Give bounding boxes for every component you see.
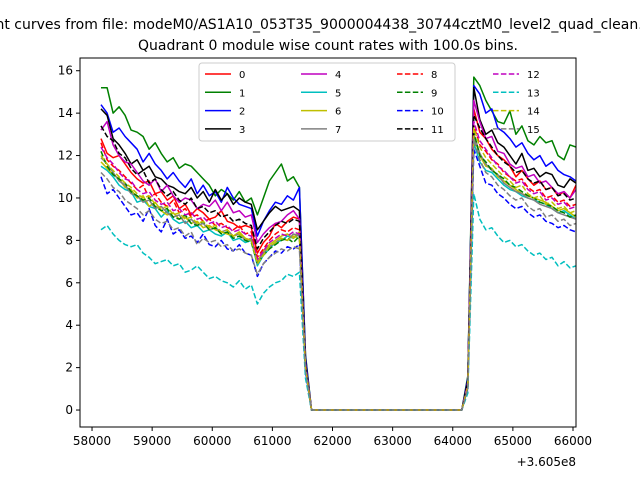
y-tick-label: 14	[58, 106, 73, 120]
legend-label: 7	[335, 125, 341, 136]
y-tick-label: 16	[58, 64, 73, 78]
legend-label: 13	[527, 88, 540, 99]
x-tick-label: 61000	[253, 434, 291, 448]
y-tick-label: 8	[65, 233, 73, 247]
legend-label: 12	[527, 70, 540, 81]
legend-label: 10	[431, 107, 444, 118]
figure-suptitle: Light curves from file: modeM0/AS1A10_05…	[0, 17, 640, 33]
y-tick-label: 6	[65, 276, 73, 290]
legend-label: 9	[431, 88, 437, 99]
x-tick-label: 59000	[133, 434, 171, 448]
y-tick-label: 4	[65, 318, 73, 332]
legend-label: 5	[335, 88, 341, 99]
series-line-13	[100, 192, 576, 411]
series-line-5	[100, 142, 576, 411]
legend-label: 6	[335, 107, 341, 118]
legend-label: 1	[239, 88, 245, 99]
y-tick-label: 10	[58, 191, 73, 205]
series-line-4	[100, 99, 576, 411]
legend-label: 8	[431, 70, 437, 81]
x-tick-label: 60000	[193, 434, 231, 448]
legend-label: 4	[335, 70, 341, 81]
x-axis: 58000 59000 60000 61000 62000 63000 64000 65000…	[73, 427, 592, 448]
x-tick-label: 58000	[73, 434, 111, 448]
series-line-15	[100, 137, 576, 411]
legend-frame	[198, 62, 456, 142]
x-tick-label: 64000	[434, 434, 472, 448]
legend-label: 2	[239, 107, 245, 118]
axes-frame	[79, 57, 577, 428]
series-line-8	[100, 125, 576, 411]
x-tick-label: 66000	[554, 434, 592, 448]
series-line-6	[100, 135, 576, 411]
legend-label: 3	[239, 125, 245, 136]
y-tick-label: 0	[65, 403, 73, 417]
y-tick-label: 12	[58, 149, 73, 163]
series-layer	[100, 76, 576, 411]
legend-label: 0	[239, 70, 245, 81]
plot-title: Quadrant 0 module wise count rates with …	[138, 38, 518, 54]
x-tick-label: 65000	[494, 434, 532, 448]
x-tick-label: 62000	[313, 434, 351, 448]
series-line-14	[100, 127, 576, 411]
x-offset-label: +3.605e8	[517, 455, 576, 469]
legend-label: 11	[431, 125, 444, 136]
legend-label: 15	[527, 125, 540, 136]
y-tick-label: 2	[65, 361, 73, 375]
legend-label: 14	[527, 107, 540, 118]
y-axis: 0 2 4 6 8 10 12 14 16	[58, 64, 80, 417]
series-line-0	[100, 108, 576, 411]
x-tick-label: 63000	[374, 434, 412, 448]
